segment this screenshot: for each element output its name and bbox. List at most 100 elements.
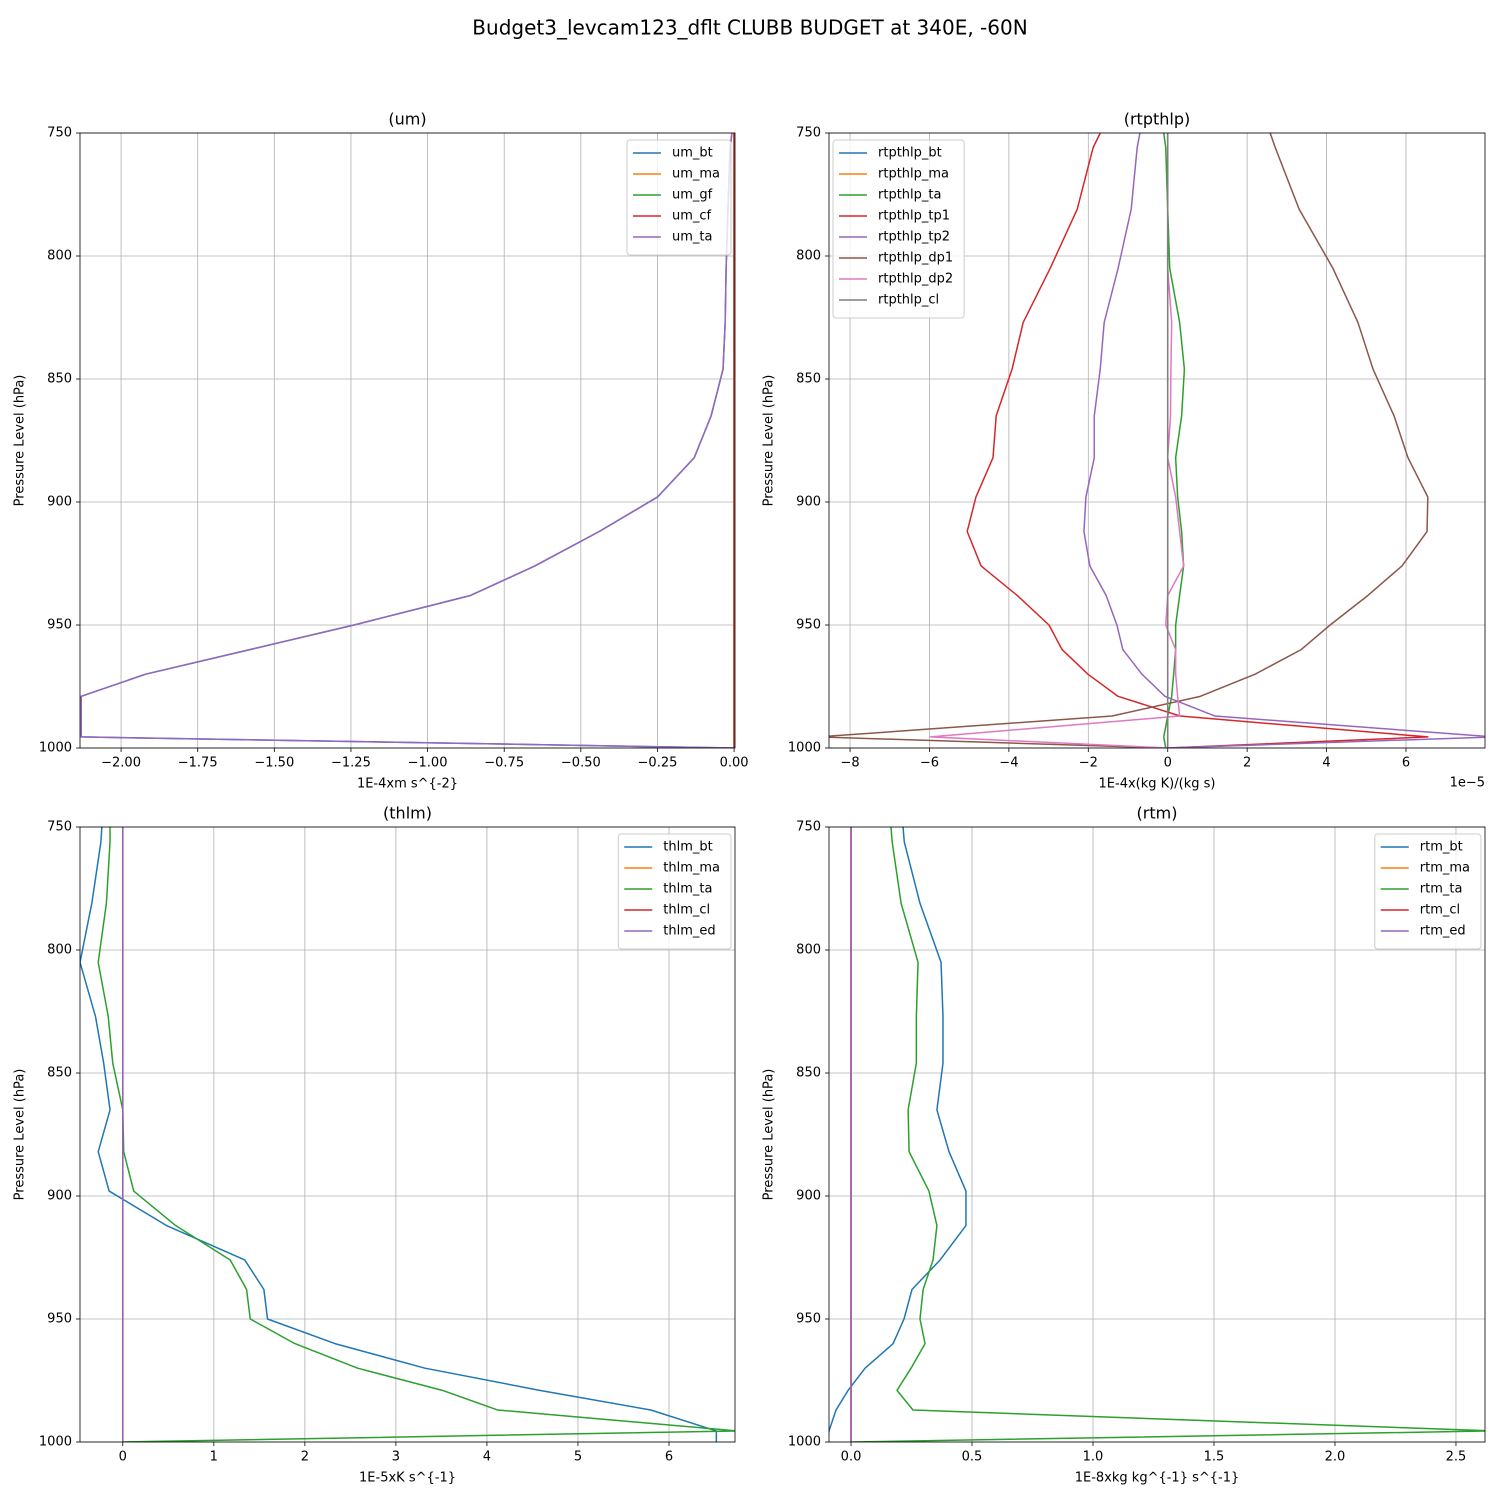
x-tick-label: 0 [1164,756,1172,771]
x-tick-label: 2.5 [1446,1450,1467,1465]
y-tick-label: 900 [47,1189,72,1204]
legend-label: rtm_ma [1420,861,1470,876]
y-tick-label: 850 [796,372,821,387]
legend-label: rtm_ta [1420,882,1463,897]
subplot-title: (rtm) [1137,804,1178,823]
subplot: −2.00 −1.75 −1.50 −1.25 −1.00 −0.75 −0.50 −0.25… [13,110,749,792]
y-axis-label: Pressure Level (hPa) [762,1069,777,1201]
x-tick-label: −0.75 [484,756,524,771]
y-tick-label: 950 [796,1312,821,1327]
x-tick-label: −1.50 [254,756,294,771]
y-tick-label: 750 [796,126,821,141]
legend-box [617,833,732,950]
legend-label: rtpthlp_tp1 [878,209,950,224]
series-line [851,827,1485,1442]
y-axis-label: Pressure Level (hPa) [762,375,777,507]
x-axis-label: 1E-4x(kg K)/(kg s) [1099,777,1216,792]
legend-label: rtm_bt [1420,840,1463,855]
legend-label: um_gf [672,188,713,203]
legend: um_bt um_ma um_gf um_cf um_ta [626,139,732,256]
y-tick-label: 800 [47,943,72,958]
subplot-title: (rtpthlp) [1124,110,1191,129]
y-tick-label: 950 [796,618,821,633]
x-tick-label: 2 [1243,756,1251,771]
legend-label: thlm_ed [663,924,715,939]
y-tick-label: 900 [796,495,821,510]
x-axis-label: 1E-8xkg kg^{-1} s^{-1} [1075,1471,1240,1486]
y-tick-label: 900 [47,495,72,510]
plot-area [829,133,1485,748]
legend-label: rtpthlp_cl [878,293,939,308]
legend-label: rtpthlp_bt [878,146,942,161]
subplot: −8 −6 −4 −2 0 2 4 6 1000 950 900 850 800 750 (rtpthlp)… [762,110,1486,792]
subplot-title: (thlm) [383,804,432,823]
x-tick-label: 4 [483,1450,491,1465]
subplot: 0 1 2 3 4 5 6 1000 950 900 850 800 750 (thlm) 1E-5xK s… [13,804,736,1486]
plot-area [80,827,735,1442]
x-tick-label: 2 [301,1450,309,1465]
legend-label: thlm_cl [663,903,710,918]
y-tick-label: 800 [47,249,72,264]
y-tick-label: 800 [796,249,821,264]
plot-area [829,827,1485,1442]
y-tick-label: 950 [47,1312,72,1327]
y-axis-label: Pressure Level (hPa) [13,375,28,507]
y-axis-label: Pressure Level (hPa) [13,1069,28,1201]
figure-title: Budget3_levcam123_dflt CLUBB BUDGET at 3… [472,16,1027,40]
x-tick-label: 6 [665,1450,673,1465]
x-tick-label: 5 [574,1450,582,1465]
legend-label: thlm_ta [663,882,712,897]
x-tick-label: −1.00 [408,756,448,771]
axes-frame [79,826,736,1443]
legend-label: um_ta [672,230,712,245]
y-tick-label: 750 [47,126,72,141]
legend: rtm_bt rtm_ma rtm_ta rtm_cl rtm_ed [1374,833,1482,950]
legend-label: um_cf [672,209,712,224]
x-tick-label: 0.00 [720,756,749,771]
x-tick-label: −4 [999,756,1018,771]
subplot: 0.0 0.5 1.0 1.5 2.0 2.5 1000 950 900 850 800 750 (rt… [762,804,1486,1486]
offset-text: 1e−5 [1450,776,1485,791]
x-tick-label: 1 [210,1450,218,1465]
y-tick-label: 1000 [788,1435,821,1450]
x-tick-label: −6 [920,756,939,771]
series-line [1083,133,1485,748]
axes-frame [828,132,1486,749]
legend-box [626,139,732,256]
legend-label: rtm_cl [1420,903,1460,918]
legend-label: rtpthlp_tp2 [878,230,950,245]
x-tick-label: 3 [392,1450,400,1465]
x-tick-label: 0.0 [841,1450,862,1465]
legend-label: um_bt [672,146,713,161]
x-tick-label: 0 [119,1450,127,1465]
legend-label: rtpthlp_dp2 [878,272,953,287]
series-line [829,133,1429,748]
series-line [80,827,718,1442]
x-tick-label: −8 [840,756,859,771]
axes-frame [828,826,1486,1443]
y-tick-label: 950 [47,618,72,633]
x-tick-label: 4 [1322,756,1330,771]
legend-box [1374,833,1482,950]
x-tick-label: 1.0 [1083,1450,1104,1465]
y-tick-label: 1000 [39,741,72,756]
y-tick-label: 1000 [788,741,821,756]
y-tick-label: 1000 [39,1435,72,1450]
legend-label: rtpthlp_ta [878,188,941,203]
x-tick-label: −1.75 [178,756,218,771]
x-tick-label: −0.25 [638,756,678,771]
y-tick-label: 850 [47,1066,72,1081]
x-tick-label: −1.25 [331,756,371,771]
x-tick-label: −0.50 [561,756,601,771]
x-tick-label: 0.5 [962,1450,983,1465]
y-tick-label: 850 [47,372,72,387]
x-axis-label: 1E-5xK s^{-1} [359,1471,456,1486]
x-tick-label: −2.00 [101,756,141,771]
series-line [1163,133,1186,748]
y-tick-label: 800 [796,943,821,958]
y-tick-label: 750 [796,820,821,835]
legend-label: rtpthlp_dp1 [878,251,953,266]
legend: thlm_bt thlm_ma thlm_ta thlm_cl thlm_ed [617,833,732,950]
legend-label: um_ma [672,167,720,182]
